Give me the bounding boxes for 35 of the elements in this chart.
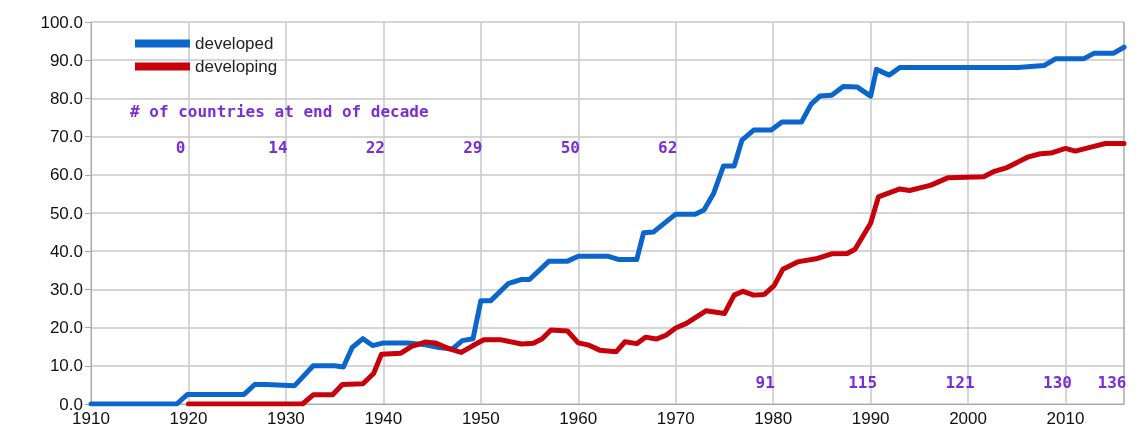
y-tick-label: 80.0 <box>49 88 83 108</box>
y-tick-label: 90.0 <box>49 50 83 70</box>
x-tick-label: 1990 <box>851 409 890 428</box>
x-tick-label: 1970 <box>656 409 695 428</box>
legend-label: developing <box>195 57 278 76</box>
y-tick-label: 20.0 <box>49 318 83 338</box>
annotation: 130 <box>1043 372 1072 392</box>
x-tick-label: 1930 <box>266 409 305 428</box>
annotation: 0 <box>175 137 186 157</box>
y-tick-label: 50.0 <box>49 203 83 223</box>
annotation: 136 <box>1097 372 1127 392</box>
annotation: # of countries at end of decade <box>130 101 429 121</box>
y-tick-label: 100.0 <box>40 12 83 32</box>
y-tick-label: 30.0 <box>49 279 83 299</box>
y-tick-label: 40.0 <box>49 241 83 261</box>
annotation: 91 <box>755 372 775 392</box>
y-tick-label: 10.0 <box>49 356 83 376</box>
annotation: 14 <box>268 137 288 157</box>
x-tick-label: 2000 <box>949 409 987 428</box>
y-tick-label: 60.0 <box>49 165 83 185</box>
annotation: 22 <box>365 137 385 157</box>
x-tick-label: 2010 <box>1046 409 1085 428</box>
annotation: 62 <box>658 137 678 157</box>
annotation: 29 <box>463 137 483 157</box>
x-tick-label: 1980 <box>754 409 793 428</box>
x-tick-label: 1960 <box>559 409 598 428</box>
annotation: 50 <box>560 137 580 157</box>
x-tick-label: 1940 <box>364 409 403 428</box>
annotation: 121 <box>945 372 975 392</box>
y-tick-label: 70.0 <box>49 127 83 147</box>
x-tick-label: 1920 <box>169 409 208 428</box>
x-tick-label: 1910 <box>72 409 110 428</box>
legend-label: developed <box>195 34 274 53</box>
annotation: 115 <box>848 372 878 392</box>
x-tick-label: 1950 <box>461 409 500 428</box>
